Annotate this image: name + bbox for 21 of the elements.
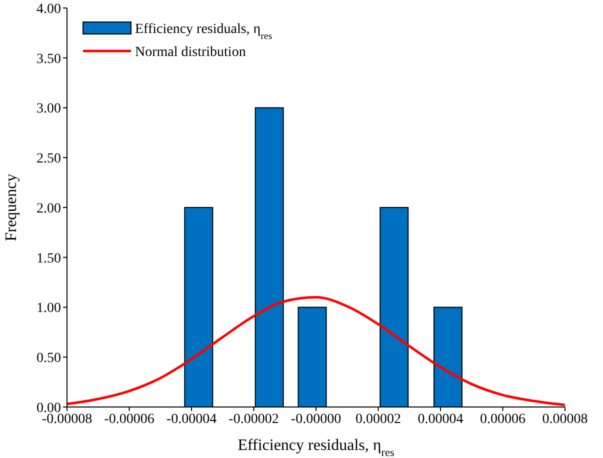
x-tick-label: -0.00006 [104, 412, 154, 427]
x-tick-label: 0.00006 [480, 412, 526, 427]
x-tick-label: 0.00002 [356, 412, 401, 427]
y-tick-label: 3.00 [36, 102, 61, 117]
x-tick-label: 0.00004 [418, 412, 464, 427]
x-tick-label: -0.00002 [228, 412, 279, 427]
y-tick-label: 2.50 [36, 152, 61, 167]
x-axis-title: Efficiency residuals, η$_{res}$ [238, 437, 394, 458]
y-tick-label: 0.50 [36, 351, 61, 366]
y-axis-title: Frequency [3, 174, 20, 242]
x-tick-label: -0.00008 [42, 412, 92, 427]
x-tick-label: -0.00004 [166, 412, 217, 427]
x-tick-label: -0.00000 [290, 412, 342, 427]
y-tick-label: 4.00 [36, 2, 61, 17]
x-tick-label: 0.00008 [542, 412, 588, 427]
y-tick-label: 1.00 [36, 301, 61, 316]
y-tick-label: 2.00 [36, 201, 61, 216]
y-tick-label: 1.50 [36, 251, 61, 266]
y-tick-label: 3.50 [36, 52, 61, 67]
legend-label: Normal distribution [135, 45, 246, 60]
legend-label: Efficiency residuals, η$_{res}$ [135, 22, 272, 42]
